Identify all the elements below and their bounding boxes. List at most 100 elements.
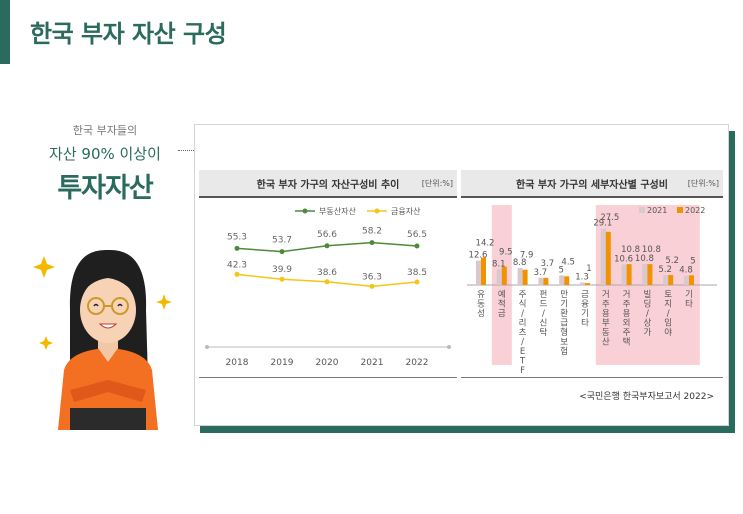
intro-line-2: 자산 90% 이상이 <box>49 145 161 163</box>
data-label-2022: 5 <box>690 256 695 266</box>
data-label-2022: 27.5 <box>600 213 619 223</box>
x-tick-label: 2021 <box>361 358 384 368</box>
legend-marker-0 <box>302 208 308 214</box>
bar-chart-unit: [단위:%] <box>687 179 719 188</box>
data-label-2022: 4.5 <box>561 257 575 267</box>
data-label-2022: 7.9 <box>520 251 534 261</box>
bar-2022 <box>585 283 590 285</box>
legend-label-0: 2021 <box>647 206 667 215</box>
x-tick-label: 2018 <box>226 358 249 368</box>
category-label: 토 지 / 임 야 <box>664 290 672 338</box>
bar-2021 <box>476 260 481 285</box>
bar-2022 <box>626 264 632 285</box>
x-tick-label: 2020 <box>316 358 339 368</box>
data-point <box>234 245 240 251</box>
data-label: 56.6 <box>317 230 337 240</box>
axis-end-dot-right <box>447 345 451 349</box>
legend-label-1: 2022 <box>685 206 705 215</box>
bar-2022 <box>481 257 486 285</box>
bar-2022 <box>668 274 674 285</box>
x-tick-label: 2022 <box>406 358 429 368</box>
source-note: <국민은행 한국부자보고서 2022> <box>579 392 714 402</box>
bar-2021 <box>580 282 585 285</box>
data-label-2022: 10.8 <box>642 245 661 255</box>
bar-chart: 2021 2022 12.6 14.2 유 동 성 8.19.5 예 적 금 8.87.9 주 식 / 리 츠 /… <box>467 205 717 375</box>
legend-marker-1 <box>374 208 380 214</box>
data-label-2022: 3.7 <box>541 259 555 269</box>
data-label-2021: 5 <box>558 265 563 275</box>
data-label-2021: 29.1 <box>593 219 612 229</box>
bar-2021 <box>663 274 669 285</box>
data-label-2021: 12.6 <box>469 251 488 261</box>
page-title: 한국 부자 자산 구성 <box>30 20 227 48</box>
data-label-2021: 4.8 <box>679 266 693 276</box>
data-point <box>234 271 240 277</box>
data-label-2021: 10.8 <box>635 254 654 264</box>
data-label: 56.5 <box>407 230 427 240</box>
bar-2021 <box>538 277 544 285</box>
bar-chart-title: 한국 부자 가구의 세부자산별 구성비 <box>516 180 668 191</box>
data-label-2021: 8.8 <box>513 258 527 268</box>
woman-illustration <box>33 249 172 430</box>
data-point <box>279 249 285 255</box>
category-label: 빌 딩 / 상 가 <box>643 289 651 338</box>
category-label: 펀 드 / 신 탁 <box>539 290 547 338</box>
data-label: 53.7 <box>272 236 292 246</box>
chart-panel: 한국 부자 가구의 자산구성비 추이 [단위:%] 한국 부자 가구의 세부자산… <box>194 124 729 426</box>
data-point <box>279 276 285 282</box>
data-label-2022: 1 <box>586 264 591 274</box>
sparkle-icon <box>33 256 172 350</box>
bar-2021 <box>600 228 606 285</box>
title-accent-bar <box>0 0 10 64</box>
bar-2022 <box>689 275 694 285</box>
line-chart-title: 한국 부자 가구의 자산구성비 추이 <box>256 180 400 191</box>
bar-2021 <box>496 269 502 285</box>
bar-2021 <box>517 267 523 285</box>
data-label: 58.2 <box>362 227 382 237</box>
legend-swatch-1 <box>677 207 683 213</box>
line-chart-rule <box>199 377 457 378</box>
data-label-2021: 10.6 <box>614 255 633 265</box>
bar-2021 <box>684 275 689 285</box>
intro-line-3: 투자자산 <box>57 173 153 204</box>
data-label: 39.9 <box>272 265 292 275</box>
legend-label-0: 부동산자산 <box>319 206 356 216</box>
data-point <box>369 240 375 246</box>
data-label: 55.3 <box>227 232 247 242</box>
bar-2021 <box>559 275 565 285</box>
data-label-2021: 3.7 <box>534 268 548 278</box>
bar-2022 <box>522 269 528 285</box>
bar-2022 <box>605 231 611 285</box>
data-point <box>414 279 420 285</box>
data-point <box>369 283 375 289</box>
data-label: 38.5 <box>407 268 427 278</box>
data-label-2022: 9.5 <box>499 248 513 258</box>
data-point <box>324 279 330 285</box>
data-label: 42.3 <box>227 260 247 270</box>
data-label: 38.6 <box>317 268 337 278</box>
data-point <box>324 243 330 249</box>
data-label-2021: 5.2 <box>658 265 672 275</box>
data-label-2022: 14.2 <box>476 239 495 249</box>
bar-2022 <box>647 264 653 285</box>
intro-text: 한국 부자들의 자산 90% 이상이 투자자산 <box>20 122 190 205</box>
bar-2022 <box>543 277 549 285</box>
category-label: 주 식 / 리 츠 / E T F <box>519 290 527 375</box>
x-tick-label: 2019 <box>271 358 294 368</box>
intro-line-1: 한국 부자들의 <box>72 124 138 137</box>
data-point <box>414 243 420 249</box>
line-chart-header: 한국 부자 가구의 자산구성비 추이 [단위:%] <box>199 170 457 198</box>
data-label-2021: 8.1 <box>492 259 506 269</box>
bar-2022 <box>564 276 570 285</box>
legend-label-1: 금융자산 <box>391 206 421 216</box>
bar-2022 <box>501 266 507 285</box>
line-chart-unit: [단위:%] <box>421 179 453 188</box>
line-chart: 부동산자산 금융자산 2018 2019 2020 2021 2022 55.3 53.7 56.… <box>205 206 451 368</box>
